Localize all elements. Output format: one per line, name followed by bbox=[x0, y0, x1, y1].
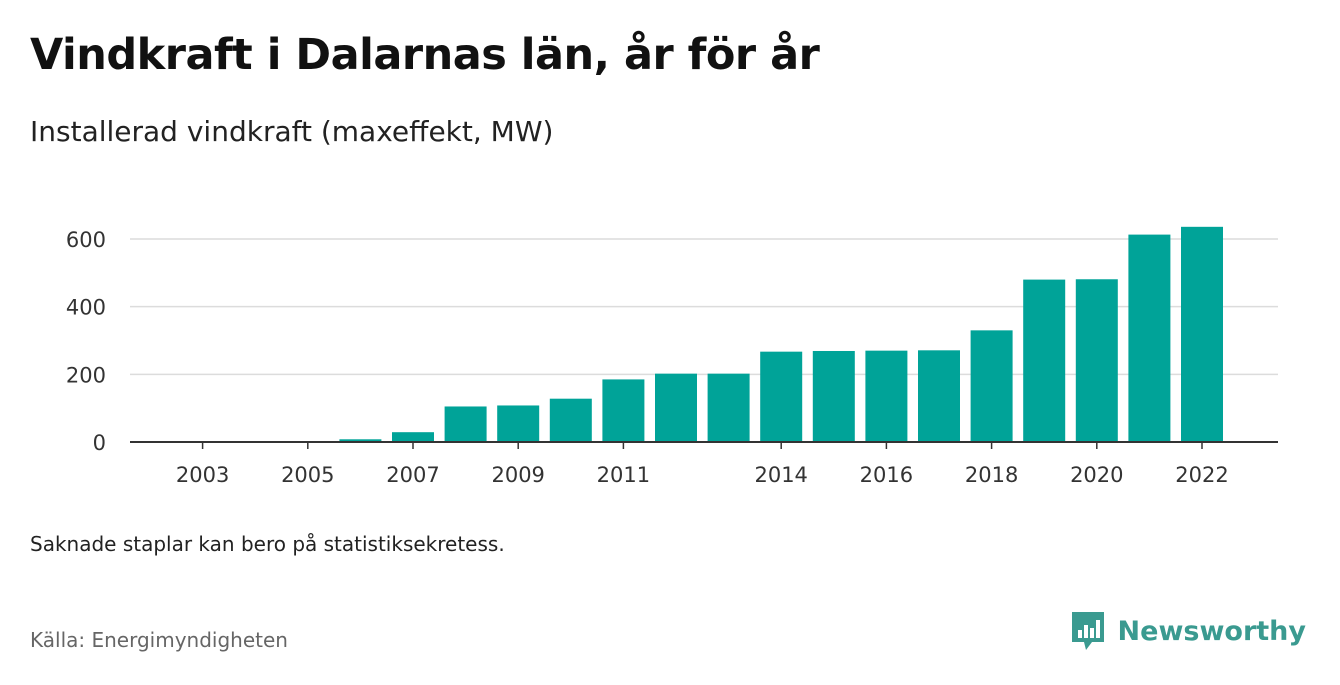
y-tick-label: 0 bbox=[93, 431, 106, 455]
bar-2019 bbox=[1023, 279, 1066, 442]
footnote: Saknade staplar kan bero på statistiksek… bbox=[30, 532, 505, 556]
brand-name: Newsworthy bbox=[1117, 615, 1306, 647]
y-tick-label: 600 bbox=[66, 228, 106, 252]
bar-2007 bbox=[392, 432, 434, 442]
bar-2015 bbox=[812, 350, 855, 442]
bar-2013 bbox=[707, 373, 750, 442]
brand-logo[interactable]: Newsworthy bbox=[1070, 610, 1306, 652]
source-credit: Källa: Energimyndigheten bbox=[30, 628, 288, 652]
x-tick-label: 2020 bbox=[1070, 463, 1123, 487]
bar-2008 bbox=[444, 406, 487, 442]
bar-2011 bbox=[602, 379, 645, 442]
x-tick-label: 2011 bbox=[597, 463, 650, 487]
bar-2010 bbox=[549, 398, 592, 442]
bar-2020 bbox=[1075, 279, 1118, 442]
y-tick-label: 400 bbox=[66, 296, 106, 320]
x-tick-label: 2014 bbox=[754, 463, 807, 487]
chart-title: Vindkraft i Dalarnas län, år för år bbox=[30, 30, 820, 80]
bar-2022 bbox=[1181, 226, 1223, 442]
bar-2018 bbox=[970, 330, 1013, 442]
bar-2006 bbox=[339, 439, 382, 442]
x-tick-label: 2009 bbox=[491, 463, 544, 487]
x-tick-label: 2018 bbox=[965, 463, 1018, 487]
chart-subtitle: Installerad vindkraft (maxeffekt, MW) bbox=[30, 115, 554, 148]
x-tick-label: 2003 bbox=[176, 463, 229, 487]
x-tick-label: 2016 bbox=[860, 463, 913, 487]
x-tick-label: 2022 bbox=[1175, 463, 1228, 487]
bar-2012 bbox=[655, 373, 697, 442]
x-tick-label: 2007 bbox=[386, 463, 439, 487]
x-axis-tick-labels: 2003 2005 2007 2009 2011 2014 2016 2018 2020 2022 bbox=[176, 442, 1229, 487]
bar-2021 bbox=[1128, 234, 1171, 442]
bar-2014 bbox=[760, 351, 803, 442]
bar-2009 bbox=[497, 405, 540, 442]
bars bbox=[339, 226, 1223, 442]
y-axis-tick-labels: 0 200 400 600 bbox=[66, 228, 106, 455]
bar-2016 bbox=[865, 350, 908, 442]
y-tick-label: 200 bbox=[66, 363, 106, 387]
bar-2017 bbox=[918, 350, 960, 442]
newsworthy-logo-icon bbox=[1071, 612, 1104, 650]
x-tick-label: 2005 bbox=[281, 463, 334, 487]
